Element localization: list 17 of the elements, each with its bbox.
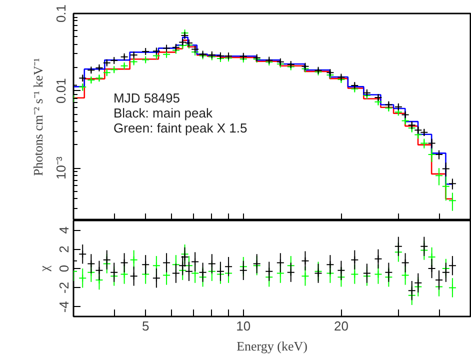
y-axis-title: Photons cm⁻² s⁻¹ keV⁻¹ xyxy=(30,58,46,176)
annotation: Green: faint peak X 1.5 xyxy=(114,120,248,136)
y-tick-label: 0.01 xyxy=(54,78,68,104)
x-axis-title: Energy (keV) xyxy=(236,338,308,354)
y-tick-label: -4 xyxy=(56,301,72,313)
y-tick-label: 2 xyxy=(56,246,72,253)
x-tick-label: 5 xyxy=(142,318,150,334)
y-tick-label: -2 xyxy=(56,282,72,294)
y-tick-label: 10⁻³ xyxy=(54,156,68,180)
y-axis-title: χ xyxy=(36,265,52,272)
annotation: MJD 58495 xyxy=(114,90,180,106)
y-tick-label: 0 xyxy=(56,264,72,272)
y-tick-label: 4 xyxy=(56,226,72,234)
y-tick-label: 0.1 xyxy=(54,4,68,23)
annotation: Black: main peak xyxy=(114,106,213,120)
x-tick-label: 20 xyxy=(334,318,348,334)
x-tick-label: 10 xyxy=(236,318,251,334)
